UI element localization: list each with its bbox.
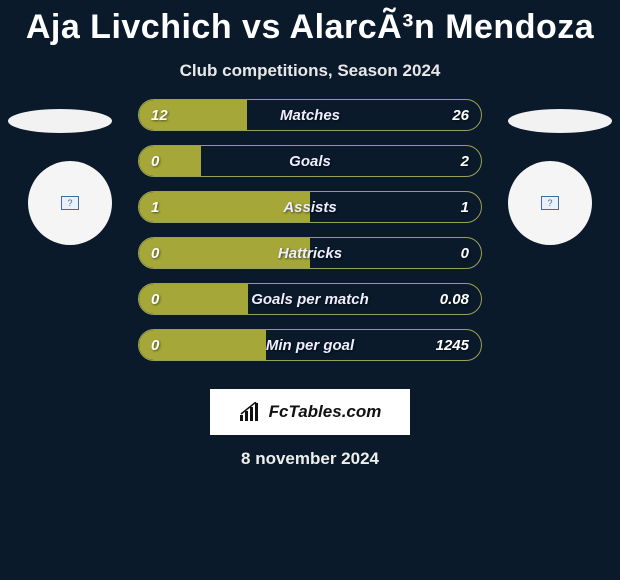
- stat-label: Goals per match: [139, 284, 481, 314]
- stat-right-value: 26: [452, 100, 469, 130]
- fctables-logo-icon: [239, 402, 263, 422]
- page-title: Aja Livchich vs AlarcÃ³n Mendoza: [0, 0, 620, 47]
- stat-right-value: 0: [461, 238, 469, 268]
- stat-label: Min per goal: [139, 330, 481, 360]
- stat-bar: 0Goals per match0.08: [138, 283, 482, 315]
- date-label: 8 november 2024: [0, 449, 620, 469]
- stat-label: Goals: [139, 146, 481, 176]
- stat-right-value: 1: [461, 192, 469, 222]
- stat-right-value: 0.08: [440, 284, 469, 314]
- stat-label: Assists: [139, 192, 481, 222]
- stat-bars: 12Matches260Goals21Assists10Hattricks00G…: [138, 99, 482, 375]
- stat-bar: 0Hattricks0: [138, 237, 482, 269]
- stat-right-value: 1245: [436, 330, 469, 360]
- stat-bar: 0Min per goal1245: [138, 329, 482, 361]
- stat-label: Hattricks: [139, 238, 481, 268]
- placeholder-icon: ?: [61, 196, 79, 210]
- logo-box: FcTables.com: [210, 389, 410, 435]
- logo-text: FcTables.com: [269, 402, 382, 422]
- player2-avatar: ?: [508, 161, 592, 245]
- stat-right-value: 2: [461, 146, 469, 176]
- stat-bar: 0Goals2: [138, 145, 482, 177]
- player1-avatar: ?: [28, 161, 112, 245]
- placeholder-icon: ?: [541, 196, 559, 210]
- stat-label: Matches: [139, 100, 481, 130]
- page-subtitle: Club competitions, Season 2024: [0, 61, 620, 81]
- player2-name-ellipse: [508, 109, 612, 133]
- stat-bar: 12Matches26: [138, 99, 482, 131]
- player1-name-ellipse: [8, 109, 112, 133]
- stat-bar: 1Assists1: [138, 191, 482, 223]
